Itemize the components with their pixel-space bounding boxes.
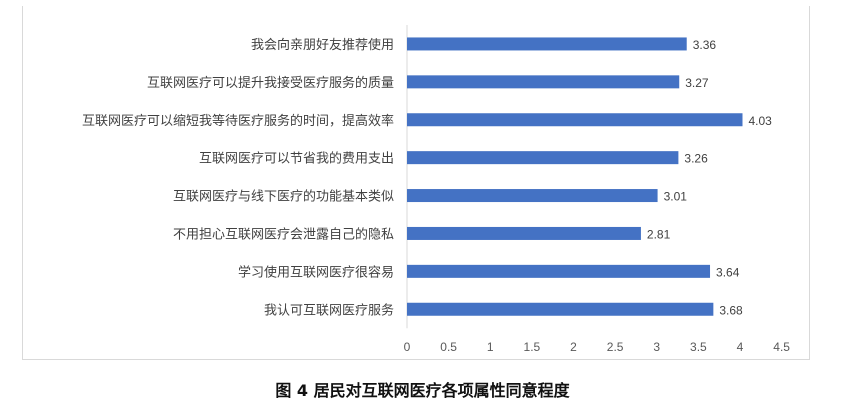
x-tick-label: 4.5 [773, 340, 790, 354]
bar [407, 264, 711, 278]
figure-caption: 图 4 居民对互联网医疗各项属性同意程度 [275, 381, 570, 400]
category-label: 我会向亲朋好友推荐使用 [251, 37, 394, 53]
bar [407, 302, 714, 316]
x-tick-label: 4 [737, 340, 744, 354]
x-tick-label: 3 [653, 340, 660, 354]
bar [407, 189, 658, 203]
data-label: 3.36 [693, 38, 717, 52]
chart-frame [22, 6, 810, 360]
category-label: 我认可互联网医疗服务 [264, 302, 394, 318]
category-label: 互联网医疗可以节省我的费用支出 [199, 151, 394, 167]
x-tick-label: 1.5 [524, 340, 541, 354]
x-tick-label: 2 [570, 340, 577, 354]
bar [407, 226, 641, 240]
bar [407, 75, 680, 89]
data-label: 3.01 [664, 190, 688, 204]
category-label: 互联网医疗可以缩短我等待医疗服务的时间，提高效率 [82, 113, 394, 129]
x-tick-label: 1 [487, 340, 494, 354]
bar [407, 37, 687, 51]
data-label: 3.27 [685, 76, 709, 90]
data-label: 2.81 [647, 227, 671, 241]
data-label: 3.64 [716, 265, 740, 279]
bar-chart: 我会向亲朋好友推荐使用 3.36 互联网医疗可以提升我接受医疗服务的质量 3.27 互联… [82, 25, 790, 354]
x-tick-label: 2.5 [607, 340, 624, 354]
data-label: 3.26 [684, 152, 708, 166]
x-tick-label: 0.5 [440, 340, 457, 354]
bar [407, 151, 679, 165]
category-label: 学习使用互联网医疗很容易 [238, 264, 394, 280]
bar [407, 113, 743, 127]
category-label: 互联网医疗可以提升我接受医疗服务的质量 [147, 75, 394, 91]
x-tick-label: 0 [404, 340, 411, 354]
category-label: 互联网医疗与线下医疗的功能基本类似 [173, 189, 394, 205]
data-label: 3.68 [719, 303, 743, 317]
x-tick-label: 3.5 [690, 340, 707, 354]
category-label: 不用担心互联网医疗会泄露自己的隐私 [173, 226, 394, 242]
data-label: 4.03 [748, 114, 772, 128]
